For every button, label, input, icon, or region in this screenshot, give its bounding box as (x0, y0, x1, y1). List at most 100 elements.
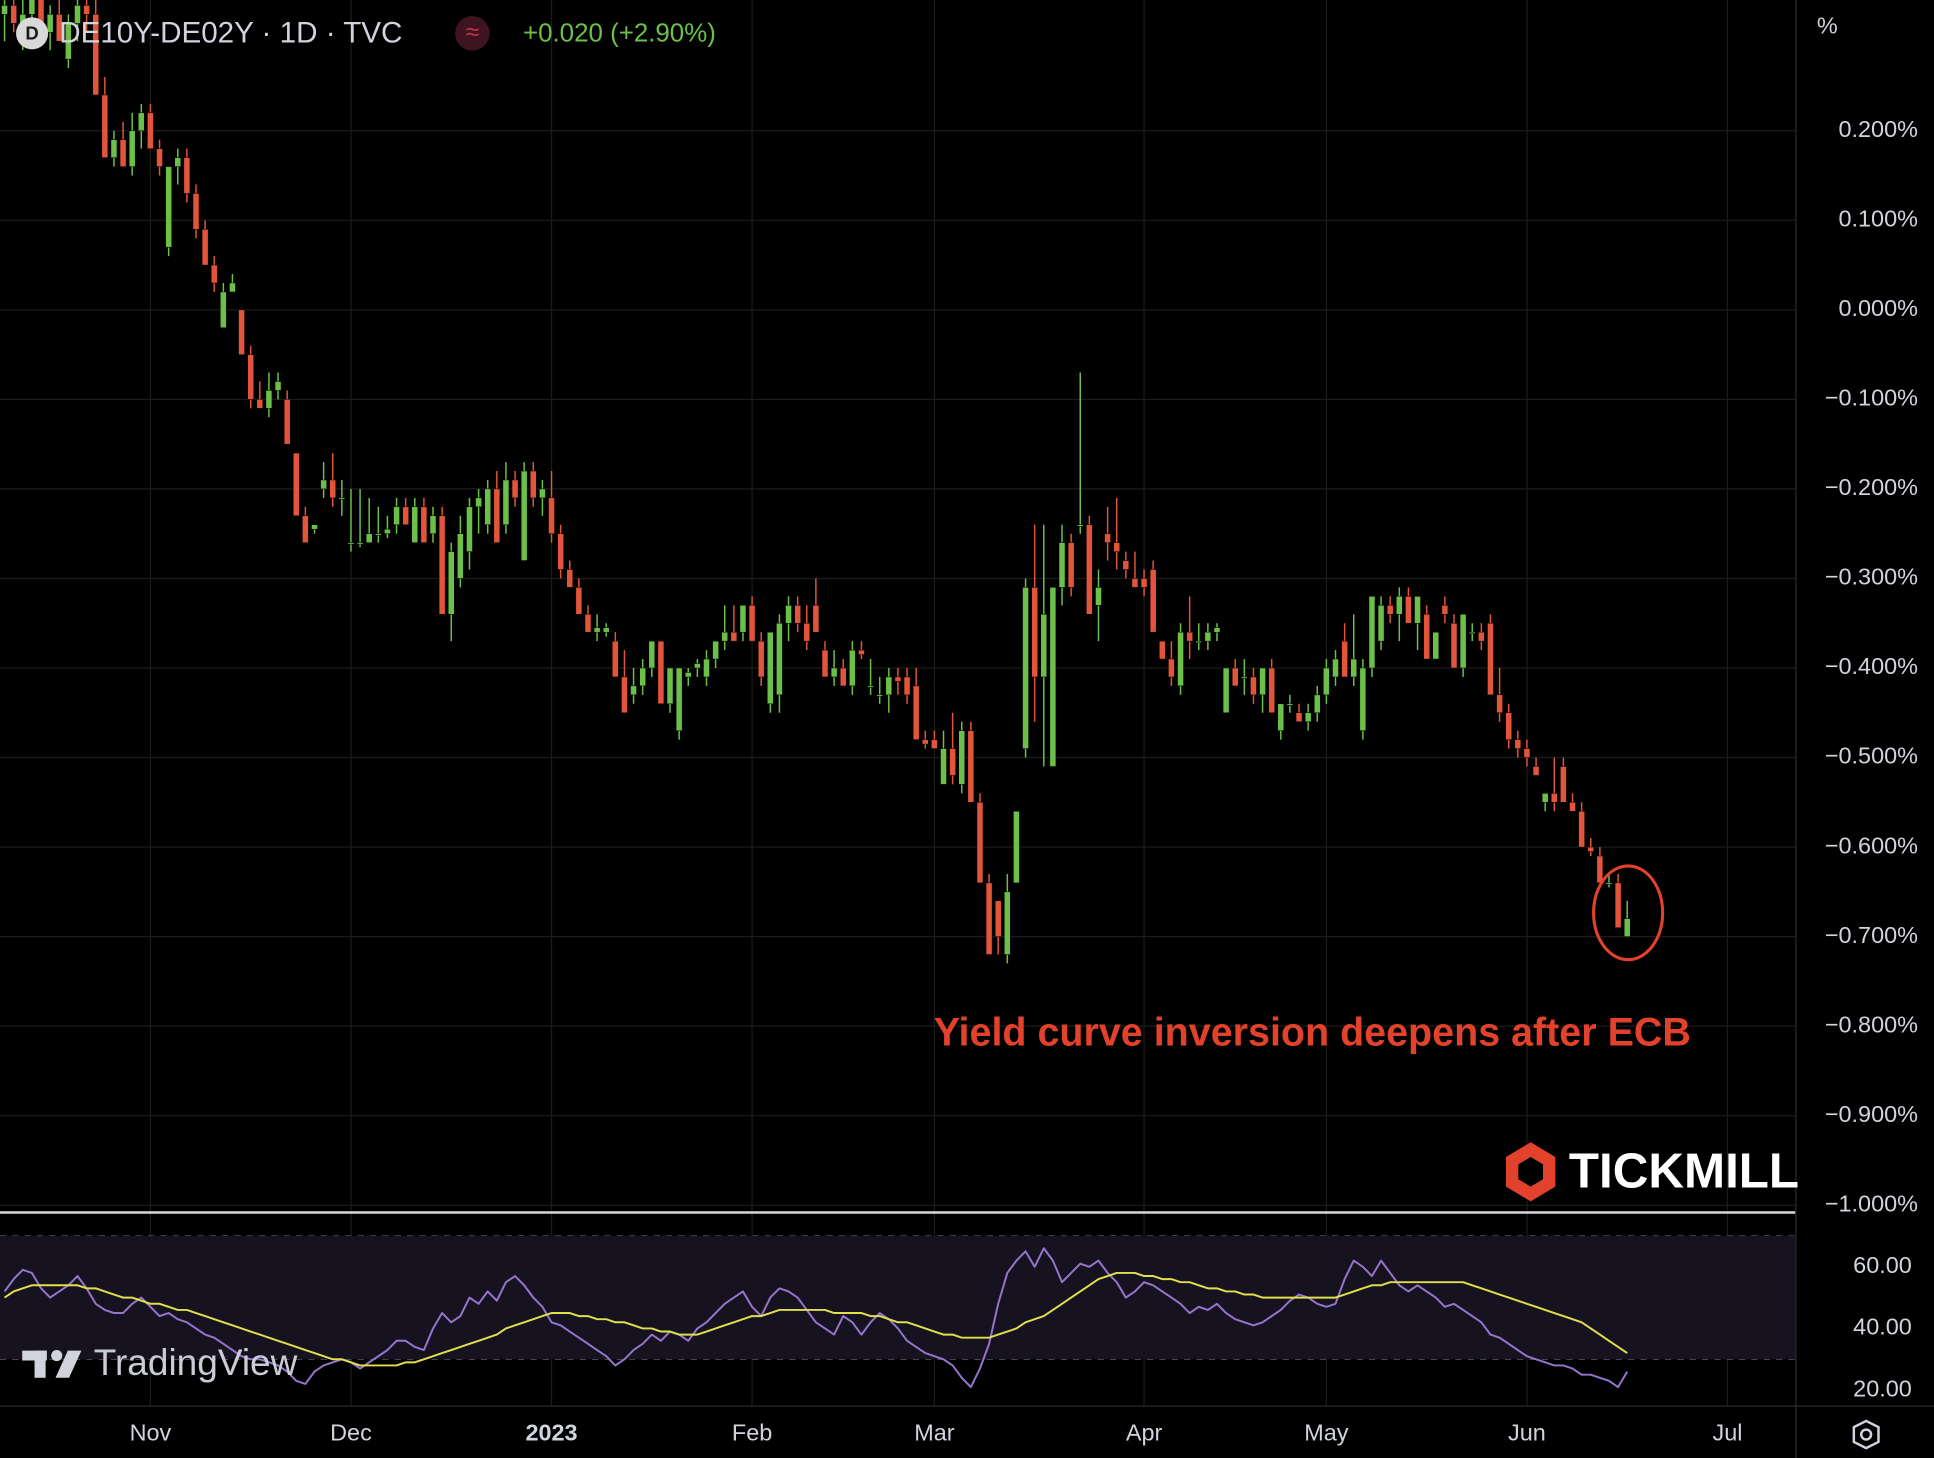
candle-body (1496, 694, 1503, 714)
candle-body (530, 470, 537, 499)
candle-body (1159, 640, 1166, 660)
candle-body (1596, 855, 1604, 884)
candle-body (1368, 596, 1376, 669)
x-tick-label: 2023 (525, 1420, 577, 1446)
candle-body (1067, 542, 1075, 588)
settings-icon[interactable] (1852, 1419, 1880, 1450)
candle-body (1514, 739, 1522, 749)
candle-body (849, 649, 856, 687)
candle-body (511, 479, 519, 499)
candle-body (566, 569, 574, 588)
candle-body (630, 685, 637, 696)
candle-body (1541, 793, 1549, 803)
candle-body (1022, 587, 1029, 749)
candle-body (1186, 631, 1193, 642)
candle-body (1532, 766, 1540, 776)
candle-body (694, 663, 701, 669)
candle-body (1149, 569, 1157, 633)
candle-body (830, 667, 838, 678)
candle-body (593, 627, 601, 633)
indicator-icon-glyph: ≈ (466, 19, 480, 46)
candle-body (1341, 640, 1348, 678)
candle-body (1250, 676, 1257, 696)
candle-body (1277, 703, 1285, 731)
x-tick-label: Dec (330, 1420, 372, 1446)
candle-body (1332, 658, 1339, 678)
candle-body (739, 605, 747, 633)
x-tick-label: Mar (914, 1420, 955, 1446)
candle-body (949, 748, 956, 776)
candle-body (247, 354, 254, 400)
annotation-circle (1592, 864, 1665, 962)
candle-body (92, 14, 99, 96)
candle-body (621, 676, 628, 714)
y-tick-label: 0.000% (1839, 295, 1918, 321)
candle-body (703, 658, 710, 678)
settings-hexagon[interactable] (1852, 1419, 1880, 1450)
candle-body (1040, 614, 1048, 678)
candle-body (1569, 802, 1576, 812)
symbol-title[interactable]: DE10Y-DE02Y · 1D · TVC (59, 16, 402, 49)
candle-body (666, 667, 674, 705)
y-tick-label: 0.200% (1839, 116, 1918, 142)
candle-body (575, 587, 583, 615)
candle-body (1131, 578, 1139, 588)
settings-hole (1859, 1428, 1873, 1441)
candle-body (1523, 748, 1531, 758)
watermark-slash (55, 1350, 82, 1378)
candle-body (10, 5, 17, 24)
candle-body (338, 497, 346, 500)
candle-body (730, 631, 738, 642)
candle-body (302, 515, 309, 543)
candle-body (1268, 667, 1275, 714)
x-tick-label: Jun (1508, 1420, 1546, 1446)
annotation: Yield curve inversion deepens after ECB (934, 1010, 1691, 1054)
candle-body (958, 730, 965, 785)
candle-body (192, 193, 200, 230)
candle-body (347, 542, 355, 545)
candle-body (46, 14, 54, 33)
candle-body (1423, 614, 1430, 660)
candle-body (375, 533, 382, 536)
candle-body (329, 479, 336, 499)
candle-body (1450, 622, 1458, 669)
candle-body (1213, 627, 1221, 633)
indicator-icon[interactable] (455, 16, 490, 51)
y-tick-label: −0.400% (1825, 653, 1918, 679)
candle-body (1323, 667, 1330, 696)
candle-body (648, 640, 656, 669)
y-tick-label: −0.600% (1825, 832, 1918, 858)
candle-body (721, 631, 728, 642)
candle-body (28, 0, 36, 15)
candle-body (429, 515, 437, 534)
candle-body (365, 533, 373, 543)
axis-labels: Nov Dec 2023 Feb Mar Apr May Jun Jul 0.200% 0.100%… (130, 116, 1918, 1446)
candle-body (1140, 578, 1148, 588)
price-unit: % (1817, 12, 1838, 38)
candle-body (1177, 631, 1184, 687)
candle-body (757, 640, 765, 678)
indicator-line (4, 1271, 1628, 1367)
symbol-icon[interactable] (16, 17, 49, 50)
candle-body (912, 685, 920, 740)
candle-body (885, 676, 893, 696)
candle-body (119, 139, 127, 167)
candle-body (293, 452, 300, 517)
candle-body (83, 5, 90, 15)
candle-body (584, 614, 592, 633)
candle-body (1386, 605, 1394, 615)
y-tick-label: −0.300% (1825, 564, 1918, 590)
y-tick-label: −0.500% (1825, 743, 1918, 769)
candle-body (931, 739, 938, 749)
candle-body (785, 605, 792, 624)
candle-body (940, 748, 947, 785)
candle-body (794, 605, 801, 624)
candle-body (1122, 560, 1130, 570)
candle-body (311, 524, 318, 530)
candle-body (539, 488, 546, 499)
indicator-line (3, 1247, 1629, 1389)
candle-body (1049, 587, 1057, 767)
y-tick-label: −0.200% (1825, 474, 1918, 500)
candle-body (156, 148, 163, 167)
candle-body (657, 640, 665, 705)
